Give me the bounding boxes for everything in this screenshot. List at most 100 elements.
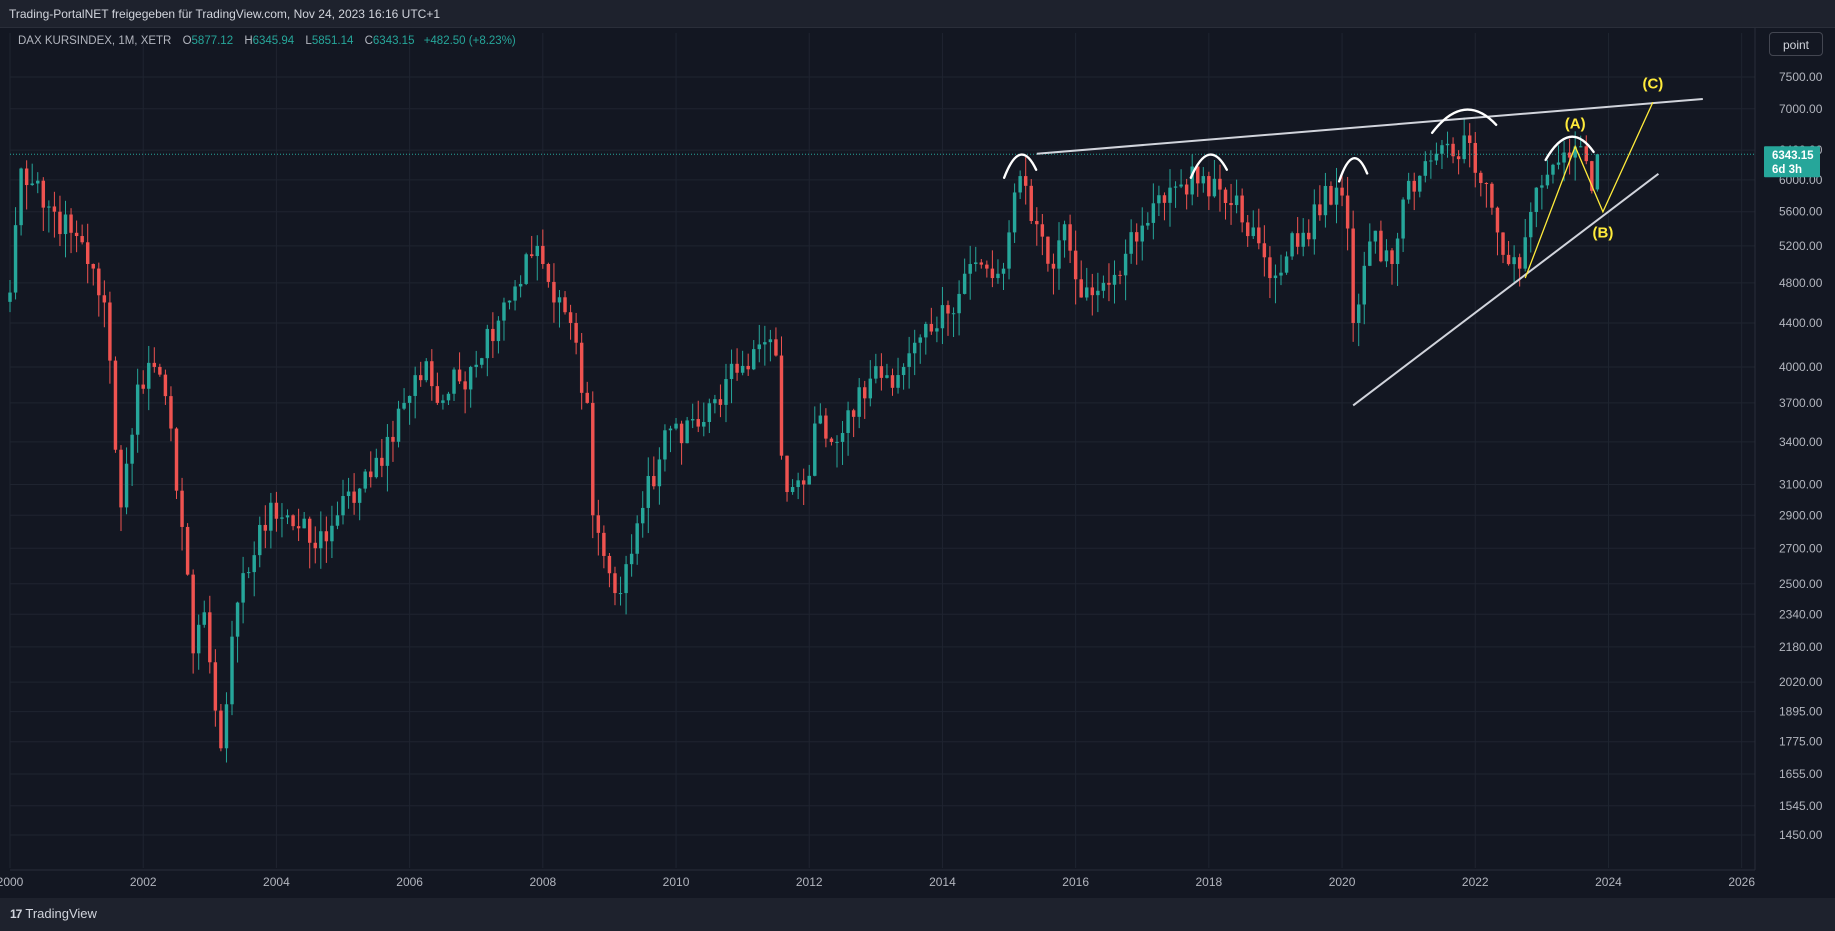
candle-body bbox=[1501, 232, 1505, 255]
price-axis: 1450.00 1545.00 1655.00 1775.00 1895.00 2020.… bbox=[1779, 70, 1823, 842]
candle-body bbox=[1301, 232, 1305, 247]
candle-body bbox=[901, 366, 906, 376]
candle-body bbox=[1490, 183, 1494, 208]
candle-body bbox=[1356, 304, 1361, 323]
candle-body bbox=[1068, 224, 1072, 251]
candle-body bbox=[857, 387, 861, 417]
candle-body bbox=[407, 395, 412, 403]
candle-body bbox=[97, 268, 101, 296]
candle-body bbox=[213, 662, 218, 711]
candle-body bbox=[1401, 199, 1405, 239]
x-tick-label: 2000 bbox=[0, 875, 24, 889]
candle-body bbox=[280, 517, 284, 519]
candle-body bbox=[1390, 250, 1394, 265]
price-tag-value: 6343.15 bbox=[1772, 150, 1814, 162]
candle-body bbox=[1212, 178, 1217, 197]
candle-body bbox=[1445, 143, 1450, 146]
candle-body bbox=[646, 476, 650, 508]
candle-body bbox=[1323, 185, 1328, 216]
candle-body bbox=[1318, 204, 1322, 216]
candle-body bbox=[341, 496, 345, 516]
candle-body bbox=[74, 232, 79, 237]
candle-body bbox=[557, 297, 562, 303]
candle-body bbox=[768, 339, 773, 343]
y-tick-label: 1655.00 bbox=[1779, 767, 1823, 781]
x-tick-label: 2024 bbox=[1595, 875, 1622, 889]
candle-body bbox=[380, 457, 384, 466]
candle-body bbox=[502, 302, 506, 321]
candle-body bbox=[1051, 263, 1056, 269]
candle-body bbox=[1579, 146, 1583, 148]
candle-body bbox=[452, 369, 456, 394]
candle-body bbox=[1379, 230, 1383, 262]
candle-body bbox=[868, 378, 873, 399]
candle-body bbox=[1218, 178, 1222, 190]
candle-body bbox=[463, 381, 467, 390]
candle-body bbox=[1423, 161, 1428, 176]
y-tick-label: 2340.00 bbox=[1779, 607, 1823, 621]
candle-body bbox=[491, 328, 495, 342]
candle-body bbox=[1245, 222, 1250, 237]
candle-body bbox=[402, 402, 406, 409]
candle-body bbox=[1007, 232, 1011, 269]
y-tick-label: 4800.00 bbox=[1779, 276, 1823, 290]
candle-body bbox=[174, 428, 179, 491]
candle-body bbox=[302, 518, 306, 529]
candle-body bbox=[763, 342, 767, 345]
candle-body bbox=[258, 524, 262, 556]
candle-body bbox=[224, 704, 229, 749]
x-tick-label: 2010 bbox=[663, 875, 690, 889]
candle-body bbox=[652, 476, 656, 487]
candle-body bbox=[707, 403, 712, 422]
candle-body bbox=[1462, 135, 1466, 160]
tradingview-brand[interactable]: 17 TradingView bbox=[10, 906, 97, 921]
candle-body bbox=[507, 300, 512, 303]
candle-body bbox=[296, 526, 301, 529]
candle-body bbox=[374, 457, 379, 478]
chart-area[interactable] bbox=[0, 28, 1835, 898]
candle-body bbox=[929, 323, 934, 332]
candle-body bbox=[319, 531, 323, 549]
candle-body bbox=[1412, 180, 1416, 192]
candle-body bbox=[1340, 187, 1344, 196]
x-tick-label: 2022 bbox=[1462, 875, 1489, 889]
y-tick-label: 7000.00 bbox=[1779, 102, 1823, 116]
candle-body bbox=[774, 339, 778, 356]
candle-body bbox=[924, 323, 928, 338]
candle-body bbox=[896, 375, 900, 388]
top-arc bbox=[1544, 135, 1595, 162]
candle-body bbox=[668, 428, 673, 431]
candle-body bbox=[1262, 243, 1267, 258]
candle-body bbox=[979, 262, 984, 265]
candle-body bbox=[196, 624, 201, 654]
candle-body bbox=[63, 214, 68, 235]
candle-body bbox=[1140, 225, 1144, 242]
candle-body bbox=[36, 180, 40, 184]
candle-body bbox=[47, 206, 51, 208]
candle-body bbox=[424, 361, 428, 381]
candle-body bbox=[1268, 257, 1272, 279]
candle-body bbox=[740, 365, 745, 373]
support-trendline bbox=[1352, 172, 1660, 407]
y-tick-label: 5200.00 bbox=[1779, 239, 1823, 253]
candle-body bbox=[1418, 175, 1422, 192]
candle-body bbox=[1112, 274, 1117, 285]
candle-body bbox=[990, 268, 995, 279]
candle-body bbox=[324, 531, 329, 542]
candle-body bbox=[962, 273, 967, 294]
candle-body bbox=[735, 363, 739, 373]
candle-body bbox=[818, 415, 823, 424]
x-tick-label: 2008 bbox=[529, 875, 556, 889]
candle-body bbox=[1090, 287, 1095, 296]
candle-body bbox=[863, 387, 867, 399]
candle-body bbox=[1035, 220, 1039, 225]
candle-body bbox=[1534, 187, 1539, 212]
candle-body bbox=[468, 366, 473, 390]
candle-body bbox=[1573, 146, 1577, 158]
candle-body bbox=[119, 449, 123, 508]
price-unit-button[interactable]: point bbox=[1769, 32, 1823, 56]
candle-body bbox=[702, 421, 706, 427]
candle-body bbox=[396, 408, 401, 442]
candle-body bbox=[235, 602, 240, 637]
